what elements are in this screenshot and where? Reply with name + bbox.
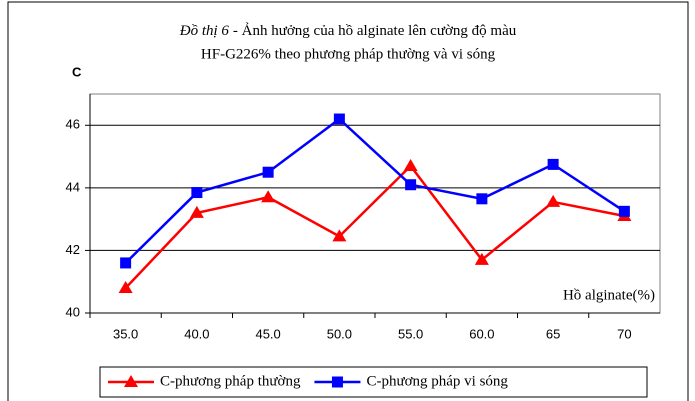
data-point [189,205,204,218]
series-line [124,117,626,264]
data-point [261,190,276,203]
y-tick-label: 46 [66,117,80,132]
y-tick-label: 40 [66,304,80,319]
data-point [118,280,133,293]
x-tick-label: 60.0 [469,326,494,341]
x-tick-label: 40.0 [184,326,209,341]
data-point [332,229,347,242]
title-line: - Ảnh hưởng của hồ alginate lên cường độ… [233,22,517,39]
chart-title: Đồ thị 6- Ảnh hưởng của hồ alginate lên … [179,22,517,39]
y-tick-label: 42 [66,242,80,257]
data-point [124,375,138,387]
x-tick-label: 65 [546,326,560,341]
data-point [331,376,343,388]
data-point [405,179,417,191]
data-point [403,158,418,171]
legend-label: C-phương pháp vi sóng [366,373,508,389]
x-tick-label: 55.0 [398,326,423,341]
x-axis-label: Hồ alginate(%) [563,287,655,303]
data-point [120,257,132,269]
x-tick-label: 50.0 [327,326,352,341]
legend-box [99,366,648,398]
data-point [618,205,630,217]
y-axis-label: C [72,64,82,79]
series-line [124,164,625,289]
legend: C-phương pháp thường C-phương pháp vi són… [99,366,648,398]
data-point [474,252,489,265]
x-tick-label: 35.0 [113,326,138,341]
y-tick-label: 44 [66,179,80,194]
legend-label: C-phương pháp thường [160,373,301,389]
x-tick-label: 45.0 [255,326,280,341]
data-point [262,166,274,178]
data-point [546,194,561,207]
data-point [333,113,345,125]
data-point [476,193,488,205]
plot-area [89,93,661,314]
title-prefix: Đồ thị 6 [179,23,230,39]
x-tick-label: 70 [617,326,631,341]
chart-title: HF-G226% theo phương pháp thường và vi s… [201,46,496,62]
data-point [547,158,559,170]
data-point [191,187,203,199]
